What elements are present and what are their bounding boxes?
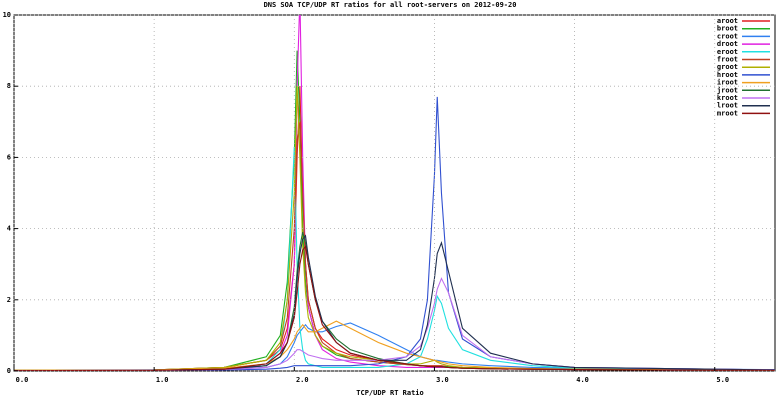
- legend-label: jroot: [717, 86, 738, 94]
- series-line: [14, 15, 775, 371]
- legend-label: eroot: [717, 48, 738, 56]
- legend-label: iroot: [717, 79, 738, 87]
- y-tick-label: 6: [7, 153, 11, 161]
- x-tick-label: 0.0: [16, 376, 29, 384]
- x-tick-label: 1.0: [156, 376, 169, 384]
- series-line: [14, 320, 775, 371]
- x-axis-label: TCP/UDP RT Ratio: [356, 389, 423, 397]
- legend-label: hroot: [717, 71, 738, 79]
- plot-area: [14, 15, 775, 371]
- legend-label: aroot: [717, 17, 738, 25]
- legend-label: groot: [717, 63, 738, 71]
- y-tick-label: 0: [7, 367, 11, 375]
- series-line: [14, 232, 775, 371]
- series-line: [14, 50, 775, 371]
- y-tick-label: 4: [7, 225, 11, 233]
- series-line: [14, 86, 775, 371]
- legend-label: kroot: [717, 94, 738, 102]
- legend-label: broot: [717, 25, 738, 33]
- y-tick-label: 8: [7, 82, 11, 90]
- x-tick-label: 2.0: [296, 376, 309, 384]
- x-tick-label: 5.0: [716, 376, 729, 384]
- legend-label: mroot: [717, 109, 738, 117]
- legend-label: lroot: [717, 102, 738, 110]
- series-line: [14, 121, 775, 371]
- y-tick-label: 2: [7, 296, 11, 304]
- x-tick-label: 4.0: [576, 376, 589, 384]
- legend-label: croot: [717, 32, 738, 40]
- plot-frame: [13, 14, 776, 372]
- x-tick-label: 3.0: [436, 376, 449, 384]
- series-line: [14, 234, 775, 371]
- legend-label: froot: [717, 56, 738, 64]
- series-line: [14, 96, 775, 371]
- series-line: [14, 277, 775, 371]
- chart-title: DNS SOA TCP/UDP RT ratios for all root-s…: [264, 1, 517, 9]
- legend-label: droot: [717, 40, 738, 48]
- series-line: [14, 146, 775, 371]
- series-line: [14, 245, 775, 371]
- y-tick-label: 10: [3, 11, 11, 19]
